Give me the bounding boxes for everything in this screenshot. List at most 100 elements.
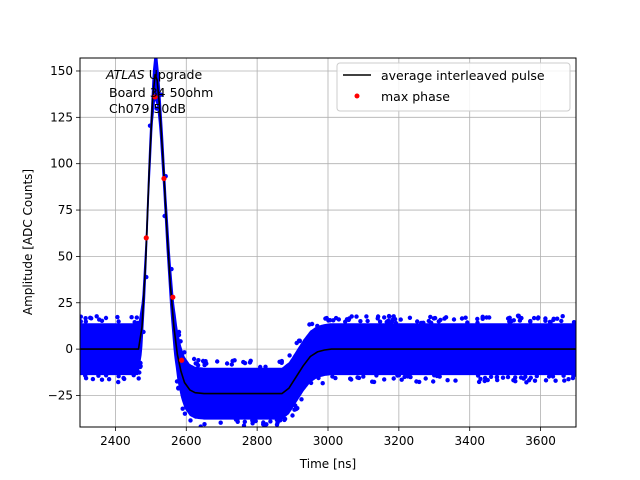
raw-sample-point [349,377,354,382]
x-tick-label: 2400 [100,434,131,448]
raw-sample-point [215,359,220,364]
raw-sample-point [356,375,362,381]
y-tick-label: 75 [58,203,73,217]
raw-sample-point [202,422,207,427]
raw-sample-point [463,315,468,320]
raw-sample-point [99,377,105,382]
raw-sample-point [507,320,513,325]
average-pulse-line-group [80,73,576,395]
raw-sample-point [551,316,556,321]
legend-average-pulse-label: average interleaved pulse [381,68,545,83]
raw-sample-point [521,376,526,381]
raw-sample-point [550,374,556,379]
annotation-board: Board 34 50ohm [109,85,213,100]
raw-sample-point [263,364,268,369]
raw-sample-point [445,378,450,383]
raw-sample-point [138,364,143,370]
raw-sample-point [103,315,109,321]
raw-sample-point [287,353,292,358]
raw-sample-point [354,314,359,319]
raw-sample-point [116,319,121,324]
raw-sample-point [428,320,434,326]
y-axis-ticks: −25 0 25 50 75 100 125 150 [48,64,80,402]
max-phase-point [170,294,176,300]
raw-sample-point [218,420,223,425]
raw-sample-point [482,378,487,384]
y-axis-title: Amplitude [ADC Counts] [21,169,35,315]
raw-sample-point [475,316,480,322]
raw-sample-point [488,374,494,379]
raw-sample-point [476,379,482,385]
raw-sample-point [436,319,441,324]
raw-sample-point [297,338,302,343]
raw-sample-point [396,373,402,378]
x-tick-label: 2800 [242,434,273,448]
raw-sample-point [96,373,101,378]
y-tick-label: 50 [58,249,73,263]
raw-sample-point [83,316,88,321]
raw-sample-point [528,319,533,324]
raw-sample-point [154,106,159,111]
raw-sample-point [526,378,532,383]
raw-sample-point [364,314,369,319]
max-phase-point [161,175,167,182]
raw-sample-point [253,418,258,424]
x-axis-title: Time [ns] [299,457,356,471]
raw-sample-point [191,356,197,362]
raw-sample-point [278,418,283,423]
raw-sample-point [402,374,407,380]
raw-sample-point [500,375,506,380]
annotation-upgrade: Upgrade [145,67,203,82]
raw-sample-point [182,411,188,416]
raw-sample-point [80,314,83,319]
raw-sample-point [431,316,437,321]
raw-sample-point [494,374,500,380]
raw-sample-point [374,373,379,378]
raw-sample-point [261,420,266,425]
raw-sample-point [370,379,375,384]
raw-sample-point [316,375,321,381]
raw-sample-point [320,381,325,386]
raw-sample-point [115,314,120,320]
raw-sample-point [156,51,160,55]
raw-sample-point [434,373,440,379]
raw-sample-point [136,376,141,381]
x-tick-label: 2600 [171,434,202,448]
raw-sample-point [134,315,139,320]
raw-sample-point [188,418,193,423]
raw-sample-point [511,318,516,323]
raw-sample-point [141,329,146,335]
raw-sample-point [358,319,363,324]
raw-sample-point [559,318,564,324]
legend: average interleaved pulse max phase [336,62,571,112]
x-axis-ticks: 2400 2600 2800 3000 3200 3400 3600 [100,427,556,448]
raw-sample-point [428,314,433,320]
raw-sample-point [505,374,511,380]
raw-sample-point [242,419,247,424]
grid-lines [80,58,576,427]
raw-sample-point [415,319,420,324]
raw-sample-point [407,315,413,320]
raw-sample-point [258,364,263,370]
raw-sample-point [451,317,457,322]
raw-sample-point [180,406,185,411]
raw-sample-point [158,92,163,97]
max-phase-point [143,235,149,241]
raw-sample-point [235,417,240,423]
raw-sample-point [83,376,89,381]
raw-sample-point [116,379,121,385]
raw-sample-point [299,397,304,402]
raw-sample-point [327,318,333,323]
raw-sample-point [531,315,537,321]
raw-sample-point [178,339,183,344]
raw-sample-point [465,320,470,325]
svg-text:ATLAS Upgrade: ATLAS Upgrade [105,67,202,82]
legend-dot-swatch [354,93,360,99]
raw-sample-point [361,374,366,379]
raw-sample-point [390,317,395,323]
raw-sample-point [561,373,566,378]
raw-sample-point [315,323,320,329]
raw-sample-point [513,375,518,380]
raw-sample-point [519,315,524,321]
raw-sample-point [282,417,287,423]
